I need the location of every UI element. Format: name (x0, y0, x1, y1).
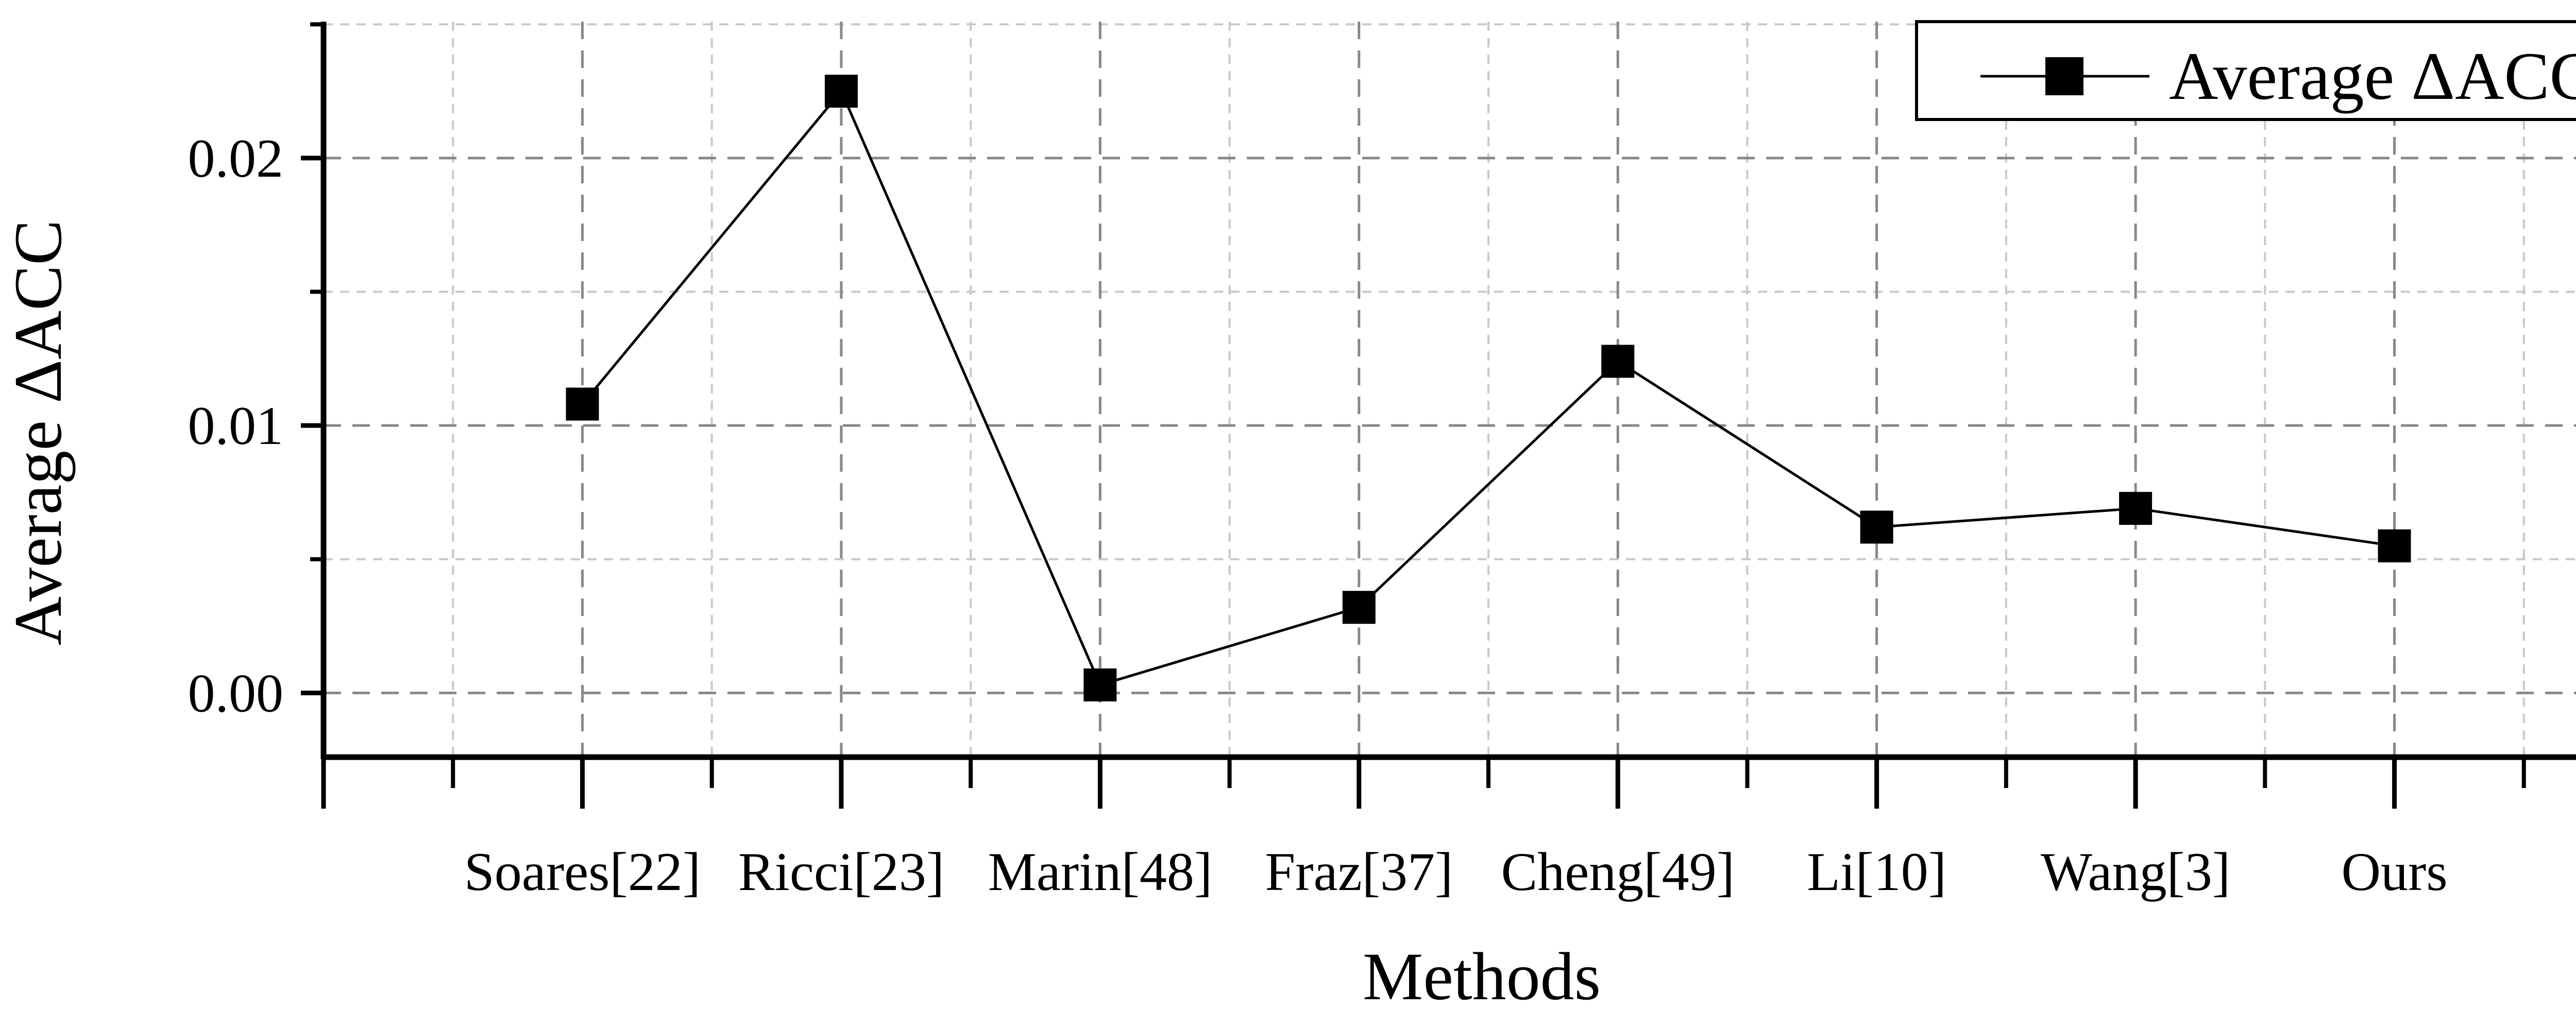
x-tick-label: Cheng[49] (1501, 842, 1735, 902)
series-line (581, 89, 2395, 687)
data-point-marker (2378, 529, 2411, 562)
legend-marker (2045, 57, 2083, 95)
x-tick-label: Fraz[37] (1265, 842, 1453, 902)
legend: Average ΔACC (1915, 20, 2576, 121)
legend-box (1915, 20, 2576, 121)
legend-label: Average ΔACC (2169, 38, 2576, 114)
x-tick-label: Marin[48] (988, 842, 1213, 902)
x-tick-label: Soares[22] (464, 842, 701, 902)
data-point-marker (1860, 510, 1893, 544)
x-tick-label: Wang[3] (2041, 842, 2230, 902)
data-point-marker (1342, 591, 1376, 624)
y-tick-label: 0.02 (188, 128, 284, 189)
data-point-marker (824, 75, 858, 108)
ticks (301, 22, 2526, 809)
data-point-marker (2119, 492, 2153, 525)
x-axis-title: Methods (1363, 938, 1601, 1009)
x-tick-label: Ricci[23] (738, 842, 944, 902)
y-tick-label: 0.00 (188, 663, 284, 723)
x-tick-label: Ours (2342, 842, 2448, 902)
data-point-marker (566, 387, 599, 421)
axes (320, 22, 2576, 760)
x-tick-label: Li[10] (1807, 842, 1946, 902)
data-point-marker (1601, 345, 1635, 378)
grid-major (324, 22, 2576, 757)
y-tick-label: 0.01 (188, 396, 284, 456)
grid-minor (324, 22, 2576, 757)
y-axis-title: Average ΔACC (0, 220, 76, 646)
x-tick-labels: Soares[22] Ricci[23] Marin[48] Fraz[37] Chen… (464, 842, 2448, 902)
y-tick-labels: 0.00 0.01 0.02 (188, 128, 284, 724)
data-point-marker (1083, 668, 1117, 702)
series (566, 75, 2411, 702)
